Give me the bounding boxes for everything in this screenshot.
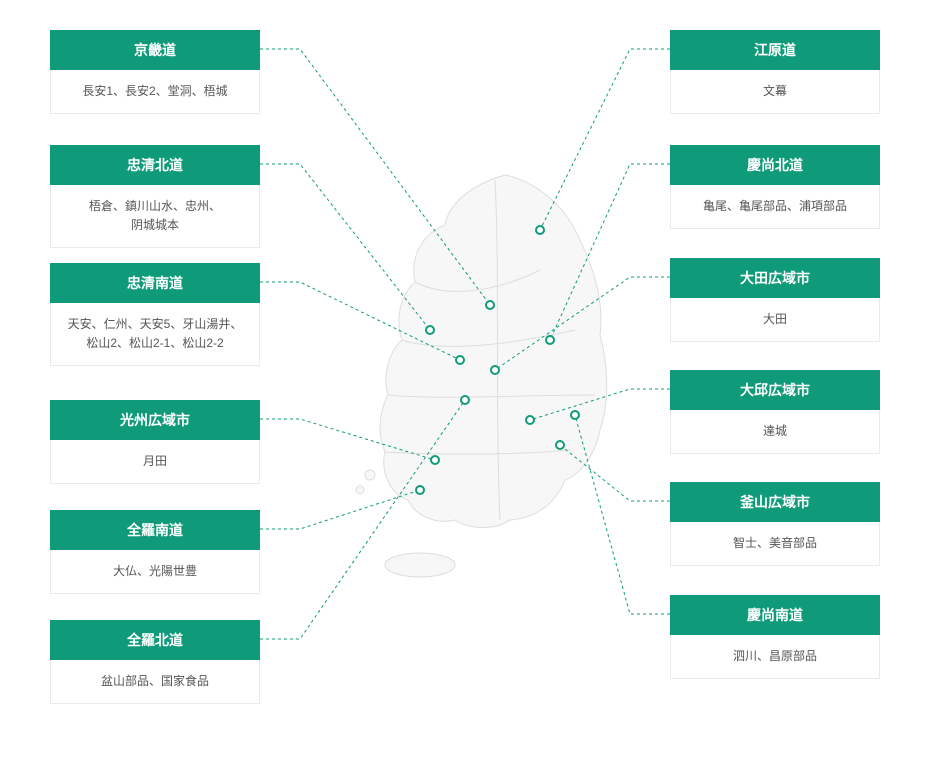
region-title: 江原道 [670,30,880,70]
region-card-right-4: 釜山広域市智士、美音部品 [670,482,880,566]
leader-line [260,282,460,360]
region-card-right-5: 慶尚南道泗川、昌原部品 [670,595,880,679]
region-body: 文幕 [670,70,880,114]
region-card-left-4: 全羅南道大仏、光陽世豊 [50,510,260,594]
location-dot [571,411,579,419]
location-dot [536,226,544,234]
location-dot [461,396,469,404]
location-dot [526,416,534,424]
region-title: 全羅北道 [50,620,260,660]
region-body: 月田 [50,440,260,484]
leader-line [495,277,670,370]
region-body: 天安、仁州、天安5、牙山湯井、松山2、松山2-1、松山2-2 [50,303,260,366]
region-card-right-2: 大田広域市大田 [670,258,880,342]
location-dot [546,336,554,344]
leader-line [540,49,670,230]
leader-line [260,49,490,305]
region-card-right-1: 慶尚北道亀尾、亀尾部品、浦項部品 [670,145,880,229]
location-dot [556,441,564,449]
region-card-left-0: 京畿道長安1、長安2、堂洞、梧城 [50,30,260,114]
leader-line [260,419,435,460]
region-title: 大邱広域市 [670,370,880,410]
location-dot [426,326,434,334]
leader-line [260,164,430,330]
region-body: 大仏、光陽世豊 [50,550,260,594]
region-body: 大田 [670,298,880,342]
region-body: 亀尾、亀尾部品、浦項部品 [670,185,880,229]
region-title: 忠清南道 [50,263,260,303]
region-card-right-3: 大邱広域市達城 [670,370,880,454]
korea-outline [356,175,607,577]
leader-line [575,415,670,614]
leader-line [260,400,465,639]
region-body: 長安1、長安2、堂洞、梧城 [50,70,260,114]
region-title: 光州広域市 [50,400,260,440]
region-title: 大田広域市 [670,258,880,298]
region-card-right-0: 江原道文幕 [670,30,880,114]
region-card-left-3: 光州広域市月田 [50,400,260,484]
location-dot [486,301,494,309]
leader-line [260,490,420,529]
location-map-container: 京畿道長安1、長安2、堂洞、梧城忠清北道梧倉、鎮川山水、忠州、阴城城本忠清南道天… [0,0,930,777]
leader-line [530,389,670,420]
region-body: 盆山部品、国家食品 [50,660,260,704]
region-body: 智士、美音部品 [670,522,880,566]
location-dot [491,366,499,374]
location-dot [416,486,424,494]
region-body: 泗川、昌原部品 [670,635,880,679]
region-title: 慶尚南道 [670,595,880,635]
leader-line [550,164,670,340]
location-dot [456,356,464,364]
region-title: 全羅南道 [50,510,260,550]
region-title: 釜山広域市 [670,482,880,522]
region-card-left-5: 全羅北道盆山部品、国家食品 [50,620,260,704]
region-body: 達城 [670,410,880,454]
region-card-left-2: 忠清南道天安、仁州、天安5、牙山湯井、松山2、松山2-1、松山2-2 [50,263,260,366]
region-card-left-1: 忠清北道梧倉、鎮川山水、忠州、阴城城本 [50,145,260,248]
region-title: 京畿道 [50,30,260,70]
region-title: 忠清北道 [50,145,260,185]
leader-line [560,445,670,501]
region-body: 梧倉、鎮川山水、忠州、阴城城本 [50,185,260,248]
region-title: 慶尚北道 [670,145,880,185]
location-dot [431,456,439,464]
